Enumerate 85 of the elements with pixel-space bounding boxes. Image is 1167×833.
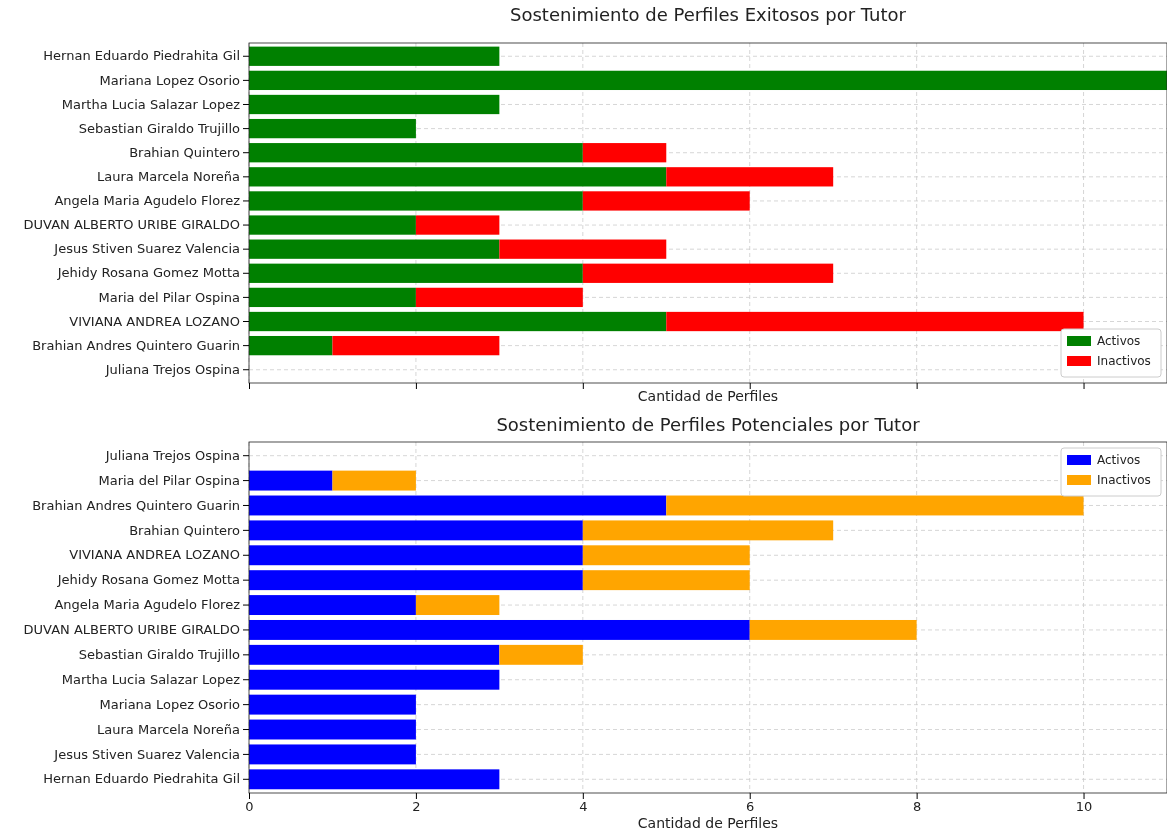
y-tick-label: Brahian Andres Quintero Guarin [32,337,240,353]
bar [249,619,750,640]
x-tick-label: 4 [579,799,588,815]
y-tick-label: Laura Marcela Noreña [97,721,240,737]
legend-label: Inactivos [1097,353,1151,368]
bar [415,215,500,235]
y-tick-label: VIVIANA ANDREA LOZANO [69,313,240,329]
bar [249,595,416,616]
bar [249,191,583,211]
y-tick-label: Mariana Lopez Osorio [99,696,241,712]
y-tick-label: Juliana Trejos Ospina [104,361,240,377]
bar [249,70,1167,91]
y-tick-label: Jesus Stiven Suarez Valencia [53,746,240,762]
y-tick-label: Martha Lucia Salazar Lopez [61,96,241,112]
bar [249,143,583,163]
bar [249,94,500,115]
legend-label: Activos [1097,333,1141,348]
bar [249,570,583,591]
y-tick-label: Sebastian Giraldo Trujillo [78,647,241,662]
y-tick-label: Hernan Eduardo Piedrahita Gil [43,771,240,787]
y-tick-label: Angela Maria Agudelo Florez [54,597,241,613]
bar [499,239,667,259]
legend-label: Inactivos [1097,472,1151,487]
y-tick-label: Angela Maria Agudelo Florez [54,193,241,209]
bar [249,239,500,259]
bar [249,470,333,491]
chart-title: Sostenimiento de Perfiles Potenciales por Tutor [496,414,921,435]
bar [249,669,500,690]
bar [582,545,750,566]
bar [499,644,583,665]
y-tick-label: VIVIANA ANDREA LOZANO [69,547,240,563]
bar [249,644,500,665]
y-tick-label: Brahian Quintero [129,144,241,160]
x-axis-title: Cantidad de Perfiles [637,388,779,404]
bar [666,495,1084,516]
bar [582,570,750,591]
y-tick-label: Jehidy Rosana Gomez Motta [56,265,240,281]
x-tick-label: 6 [746,799,755,815]
bar [249,118,416,139]
y-tick-label: DUVAN ALBERTO URIBE GIRALDO [23,217,240,233]
x-tick-label: 10 [1075,799,1093,815]
bar [249,215,416,235]
bar [249,769,500,790]
y-tick-label: Hernan Eduardo Piedrahita Gil [43,48,240,64]
legend-label: Activos [1097,452,1141,467]
bar [749,619,917,640]
bar [249,520,583,541]
bar [249,311,667,332]
chart-title: Sostenimiento de Perfiles Exitosos por Tutor [510,4,907,25]
bar [249,167,667,187]
bar [249,495,667,516]
y-tick-label: Brahian Quintero [129,522,241,538]
bar [249,545,583,566]
bar [666,311,1084,332]
y-tick-label: Jesus Stiven Suarez Valencia [53,241,240,257]
y-tick-label: Laura Marcela Noreña [97,168,240,184]
y-tick-label: Brahian Andres Quintero Guarin [32,497,240,513]
bar [582,191,750,211]
bar [666,167,834,187]
bar [249,719,416,740]
bar [582,263,834,283]
bar [582,143,667,163]
bar [332,335,500,356]
y-tick-label: DUVAN ALBERTO URIBE GIRALDO [23,622,240,638]
bar [249,263,583,283]
y-tick-label: Juliana Trejos Ospina [104,447,240,463]
y-tick-label: Mariana Lopez Osorio [99,72,241,88]
y-tick-label: Sebastian Giraldo Trujillo [78,120,241,136]
bar [249,335,333,356]
bar [249,694,416,715]
y-tick-label: Jehidy Rosana Gomez Motta [56,572,240,588]
bar [249,46,500,66]
x-tick-label: 0 [245,799,254,815]
x-axis-title: Cantidad de Perfiles [637,815,779,831]
y-tick-label: Maria del Pilar Ospina [98,472,240,488]
bar [249,287,416,308]
y-tick-label: Maria del Pilar Ospina [98,289,240,305]
x-tick-label: 8 [913,799,922,815]
bar [249,744,416,765]
y-tick-label: Martha Lucia Salazar Lopez [61,671,241,687]
bar [582,520,834,541]
bar [332,470,416,491]
bar [415,287,583,308]
x-tick-label: 2 [412,799,421,815]
bar [415,595,500,616]
